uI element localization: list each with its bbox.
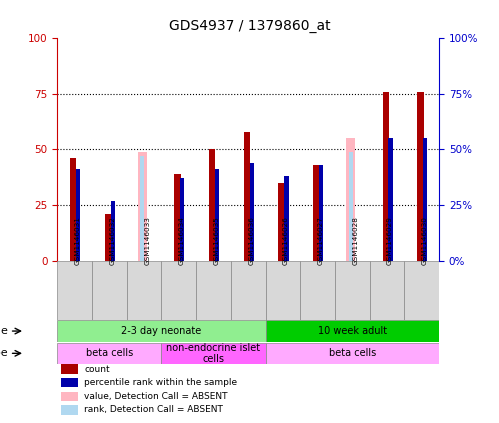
Bar (174, 174, 181, 261)
Bar (244, 132, 250, 261)
Text: 10 week adult: 10 week adult (318, 326, 387, 336)
Bar (346, 138, 355, 261)
Bar (388, 138, 393, 261)
Bar (57, 343, 162, 364)
Bar (313, 165, 319, 261)
Text: value, Detection Call = ABSENT: value, Detection Call = ABSENT (84, 392, 228, 401)
Bar (284, 176, 288, 261)
Bar (138, 152, 147, 261)
Bar (57, 320, 265, 342)
Bar (209, 149, 215, 261)
Bar (278, 183, 285, 261)
Text: GSM1146032: GSM1146032 (109, 217, 115, 266)
Bar (231, 261, 265, 320)
Text: GSM1146034: GSM1146034 (179, 217, 185, 266)
Bar (215, 170, 219, 261)
Bar (61, 365, 78, 374)
Bar (265, 343, 439, 364)
Text: percentile rank within the sample: percentile rank within the sample (84, 378, 237, 387)
Bar (61, 405, 78, 415)
Bar (92, 261, 127, 320)
Text: GSM1146026: GSM1146026 (283, 217, 289, 266)
Text: GDS4937 / 1379860_at: GDS4937 / 1379860_at (169, 19, 330, 33)
Text: GSM1146031: GSM1146031 (75, 217, 81, 266)
Text: GSM1146033: GSM1146033 (144, 217, 150, 266)
Text: beta cells: beta cells (86, 348, 133, 358)
Text: GSM1146036: GSM1146036 (248, 217, 254, 266)
Bar (196, 261, 231, 320)
Text: rank, Detection Call = ABSENT: rank, Detection Call = ABSENT (84, 405, 223, 415)
Text: non-endocrine islet
cells: non-endocrine islet cells (167, 343, 260, 364)
Bar (162, 261, 196, 320)
Bar (57, 261, 92, 320)
Bar (265, 261, 300, 320)
Text: count: count (84, 365, 110, 374)
Bar (162, 343, 265, 364)
Bar (76, 170, 80, 261)
Bar (61, 378, 78, 387)
Text: GSM1146030: GSM1146030 (422, 217, 428, 266)
Bar (180, 179, 185, 261)
Text: GSM1146028: GSM1146028 (352, 217, 358, 266)
Bar (300, 261, 335, 320)
Bar (417, 91, 424, 261)
Text: beta cells: beta cells (329, 348, 376, 358)
Text: cell type: cell type (0, 348, 8, 358)
Text: GSM1146035: GSM1146035 (214, 217, 220, 266)
Bar (319, 165, 323, 261)
Bar (127, 261, 162, 320)
Bar (111, 201, 115, 261)
Bar (348, 152, 353, 261)
Bar (105, 214, 111, 261)
Bar (61, 392, 78, 401)
Bar (423, 138, 427, 261)
Text: GSM1146029: GSM1146029 (387, 217, 393, 266)
Text: 2-3 day neonate: 2-3 day neonate (121, 326, 202, 336)
Text: GSM1146027: GSM1146027 (318, 217, 324, 266)
Bar (335, 261, 370, 320)
Text: age: age (0, 326, 8, 336)
Bar (404, 261, 439, 320)
Bar (70, 158, 76, 261)
Bar (370, 261, 404, 320)
Bar (383, 91, 389, 261)
Bar (265, 320, 439, 342)
Bar (140, 156, 145, 261)
Bar (250, 163, 254, 261)
